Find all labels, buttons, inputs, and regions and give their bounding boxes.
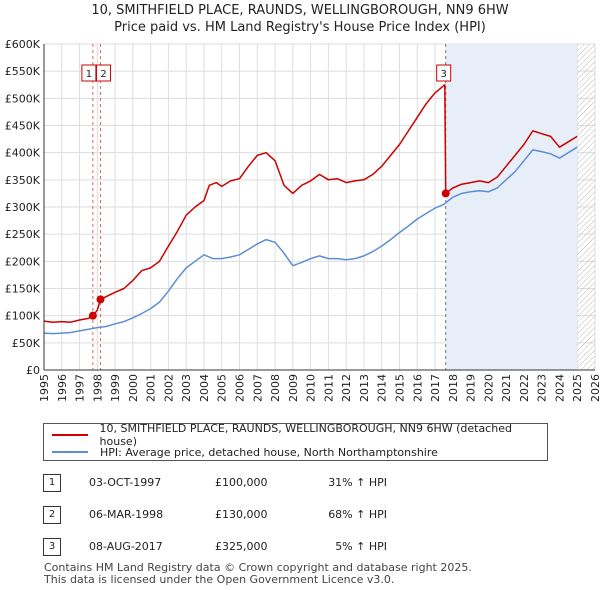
x-tick-label: 2001: [145, 374, 158, 402]
transaction-box-label: 3: [441, 69, 447, 80]
future-hatch: [577, 44, 595, 370]
x-tick-label: 2003: [180, 374, 193, 402]
x-tick-label: 2008: [269, 374, 282, 402]
y-tick-label: £250K: [5, 228, 41, 241]
x-tick-label: 2015: [393, 374, 406, 402]
transaction-number: 3: [43, 538, 61, 556]
transaction-row: 1 03-OCT-1997 £100,000 31% ↑ HPI: [43, 474, 503, 494]
x-tick-label: 2010: [305, 374, 318, 402]
y-tick-label: £450K: [5, 120, 41, 133]
x-tick-label: 1996: [56, 374, 69, 402]
x-tick-label: 2021: [500, 374, 513, 402]
chart-title-line1: 10, SMITHFIELD PLACE, RAUNDS, WELLINGBOR…: [91, 3, 509, 18]
chart-title-line2: Price paid vs. HM Land Registry's House …: [114, 20, 486, 35]
transaction-price: £325,000: [215, 540, 268, 553]
transaction-box-frame: [436, 64, 452, 82]
x-tick-label: 2016: [411, 374, 424, 402]
x-tick-label: 2009: [287, 374, 300, 402]
footer-licence: This data is licensed under the Open Gov…: [44, 573, 395, 586]
hpi-line: [43, 146, 578, 335]
x-tick-label: 2022: [518, 374, 531, 402]
x-tick-label: 2004: [198, 374, 211, 402]
x-tick-label: 2023: [536, 374, 549, 402]
x-tick-label: 2014: [376, 374, 389, 402]
x-tick-label: 2018: [447, 374, 460, 402]
x-tick-label: 2025: [571, 374, 584, 402]
transaction-hpi: 31% ↑ HPI: [328, 476, 387, 489]
legend-label-property: 10, SMITHFIELD PLACE, RAUNDS, WELLINGBOR…: [99, 422, 512, 448]
legend-swatch-property: [52, 434, 88, 436]
transaction-price: £100,000: [215, 476, 268, 489]
transaction-label-box: 1: [81, 64, 97, 82]
transaction-hpi: 68% ↑ HPI: [328, 508, 387, 521]
transaction-number: 1: [43, 474, 61, 492]
transaction-point: [96, 295, 105, 304]
x-tick-label: 2011: [322, 374, 335, 402]
y-tick-label: £100K: [5, 310, 41, 323]
y-tick-label: £150K: [5, 283, 41, 296]
transaction-number: 2: [43, 506, 61, 524]
x-tick-label: 2005: [216, 374, 229, 402]
footer-copyright: Contains HM Land Registry data © Crown c…: [44, 561, 472, 574]
x-tick-label: 2002: [162, 374, 175, 402]
transaction-date: 03-OCT-1997: [89, 476, 162, 489]
y-tick-label: £50K: [12, 337, 41, 350]
legend: 10, SMITHFIELD PLACE, RAUNDS, WELLINGBOR…: [43, 422, 548, 461]
transaction-price: £130,000: [215, 508, 268, 521]
transaction-hpi: 5% ↑ HPI: [335, 540, 387, 553]
y-tick-label: £200K: [5, 255, 41, 268]
transaction-label-box: 2: [96, 64, 112, 82]
x-tick-label: 2020: [482, 374, 495, 402]
transaction-box-label: 2: [100, 69, 106, 80]
transaction-date: 06-MAR-1998: [89, 508, 164, 521]
x-tick-label: 1998: [91, 374, 104, 402]
x-tick-label: 2007: [251, 374, 264, 402]
transaction-box-label: 1: [86, 69, 92, 80]
x-tick-label: 2019: [465, 374, 478, 402]
transaction-row: 2 06-MAR-1998 £130,000 68% ↑ HPI: [43, 506, 503, 526]
y-tick-label: £500K: [5, 92, 41, 105]
legend-item-property: 10, SMITHFIELD PLACE, RAUNDS, WELLINGBOR…: [52, 422, 547, 448]
y-tick-label: £400K: [5, 147, 41, 160]
y-tick-label: £550K: [5, 65, 41, 78]
transaction-point: [88, 311, 97, 320]
x-tick-label: 2024: [553, 374, 566, 402]
transaction-box-frame: [81, 64, 97, 82]
legend-item-hpi: HPI: Average price, detached house, Nort…: [52, 443, 438, 461]
transaction-point: [441, 189, 450, 198]
x-tick-label: 2013: [358, 374, 371, 402]
x-tick-label: 1997: [74, 374, 87, 402]
transaction-box-frame: [96, 64, 112, 82]
legend-swatch-hpi: [52, 451, 88, 453]
x-tick-label: 2026: [589, 374, 600, 402]
y-tick-label: £600K: [5, 38, 41, 51]
y-tick-label: £350K: [5, 174, 41, 187]
property-price-line: [43, 84, 578, 323]
x-tick-label: 2000: [127, 374, 140, 402]
x-tick-label: 1995: [38, 374, 51, 402]
legend-label-hpi: HPI: Average price, detached house, Nort…: [100, 445, 438, 459]
transaction-row: 3 08-AUG-2017 £325,000 5% ↑ HPI: [43, 538, 503, 558]
x-tick-label: 2012: [340, 374, 353, 402]
x-tick-label: 2017: [429, 374, 442, 402]
y-tick-label: £0: [26, 364, 40, 377]
x-tick-label: 1999: [109, 374, 122, 402]
transaction-label-box: 3: [436, 64, 452, 82]
x-tick-label: 2006: [234, 374, 247, 402]
y-tick-label: £300K: [5, 201, 41, 214]
transaction-date: 08-AUG-2017: [89, 540, 163, 553]
forecast-shade: [445, 44, 578, 370]
